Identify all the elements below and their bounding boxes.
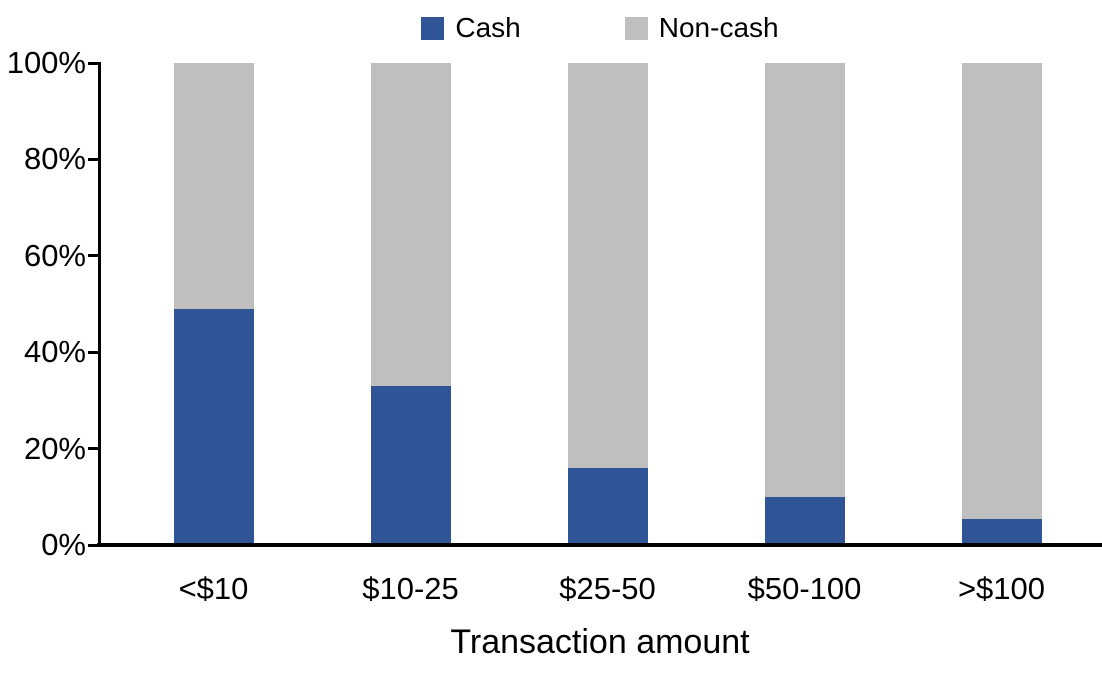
x-tick-label: $50-100 xyxy=(747,571,862,606)
bar-segment-non-cash xyxy=(764,63,845,497)
x-axis-line xyxy=(97,543,1102,547)
cash-swatch-icon xyxy=(421,16,445,40)
x-axis-title: Transaction amount xyxy=(450,623,750,661)
x-tick-label: $10-25 xyxy=(362,571,459,606)
y-tick xyxy=(88,61,100,65)
y-tick-label: 0% xyxy=(41,527,86,562)
bar xyxy=(961,63,1042,545)
bar-slot xyxy=(903,63,1100,545)
bar-slot xyxy=(706,63,903,545)
bar-segment-non-cash xyxy=(370,63,451,386)
y-axis-line xyxy=(98,62,101,547)
bars-container xyxy=(115,63,1100,545)
bar-slot xyxy=(312,63,509,545)
y-tick xyxy=(88,157,100,161)
y-tick xyxy=(88,543,100,547)
bar xyxy=(370,63,451,545)
bar-segment-non-cash xyxy=(173,63,254,309)
y-tick-label: 40% xyxy=(23,334,86,370)
bar xyxy=(173,63,254,545)
legend-label-cash: Cash xyxy=(455,12,521,43)
y-tick-label: 80% xyxy=(23,141,86,177)
x-tick-label: <$10 xyxy=(178,571,249,606)
legend-label-noncash: Non-cash xyxy=(658,12,779,43)
bar-segment-cash xyxy=(764,496,845,545)
bar-segment-non-cash xyxy=(567,63,648,468)
bar-segment-non-cash xyxy=(961,63,1042,519)
legend-item-cash: Cash xyxy=(421,11,521,45)
y-axis-labels: 0% 20% 40% 60% 80% 100% xyxy=(0,45,86,562)
bar-segment-cash xyxy=(370,385,451,545)
y-tick xyxy=(88,254,100,258)
bar-slot xyxy=(115,63,312,545)
bar xyxy=(764,63,845,545)
bar-segment-cash xyxy=(567,467,648,545)
x-tick-label: >$100 xyxy=(957,571,1046,606)
bar xyxy=(567,63,648,545)
x-tick-label: $25-50 xyxy=(559,571,656,606)
y-tick-label: 60% xyxy=(23,237,86,273)
bar-slot xyxy=(509,63,706,545)
legend: Cash Non-cash xyxy=(100,11,1100,45)
x-axis-labels: <$10 $10-25 $25-50 $50-100 >$100 xyxy=(115,570,1100,607)
legend-item-noncash: Non-cash xyxy=(624,11,779,45)
y-tick-label: 100% xyxy=(6,45,86,80)
bar-segment-cash xyxy=(961,518,1042,545)
bar-segment-cash xyxy=(173,308,254,545)
noncash-swatch-icon xyxy=(624,16,648,40)
y-tick xyxy=(88,350,100,354)
plot-area xyxy=(88,61,1100,547)
y-tick-label: 20% xyxy=(23,430,86,466)
y-tick xyxy=(88,447,100,451)
